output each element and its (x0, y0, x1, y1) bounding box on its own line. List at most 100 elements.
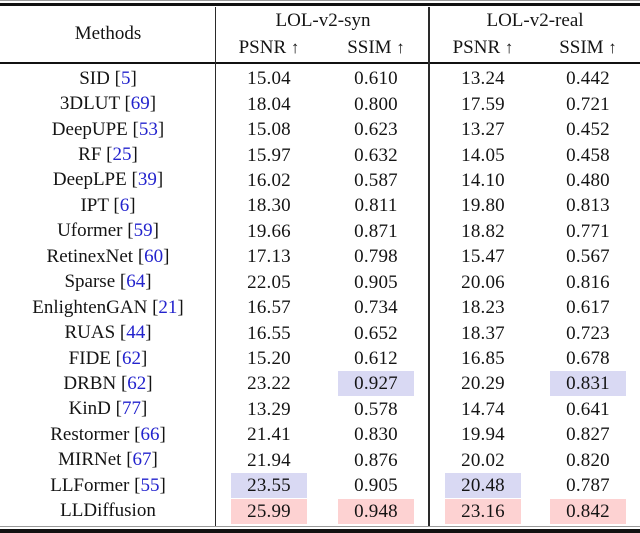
cite-close-bracket: ] (156, 169, 164, 191)
ssim-real-value: 0.641 (566, 398, 610, 420)
citation-link[interactable]: 60 (144, 245, 164, 267)
psnr-syn-cell: 15.08 (216, 117, 322, 142)
methods-column-header: Methods (74, 23, 142, 44)
cite-close-bracket: ] (159, 474, 166, 496)
ssim-real-value: 0.442 (566, 68, 610, 90)
method-name: RUAS (64, 322, 116, 344)
ssim-syn-cell: 0.800 (322, 92, 430, 117)
ssim-syn-cell: 0.798 (322, 244, 430, 269)
ssim-syn-value: 0.876 (354, 449, 398, 471)
table-row: Restormer [66] 21.41 0.830 19.94 0.827 (0, 422, 640, 447)
method-cell: DeepLPE [39] (0, 169, 216, 191)
psnr-real-cell: 20.06 (430, 270, 536, 295)
citation-link[interactable]: 21 (158, 296, 178, 318)
method-name: DeepUPE (51, 118, 128, 140)
citation-link[interactable]: 69 (130, 93, 150, 115)
ssim-real-cell: 0.723 (536, 321, 640, 346)
psnr-real-cell: 20.02 (430, 448, 536, 473)
ssim-syn-value: 0.798 (354, 246, 398, 268)
psnr-syn-value: 21.94 (247, 449, 291, 471)
ssim-real-value: 0.827 (566, 424, 610, 446)
citation-link[interactable]: 64 (126, 271, 146, 293)
ssim-real-cell: 0.831 (536, 371, 640, 397)
cite-open-bracket: [ (101, 144, 113, 166)
psnr-real-value: 14.10 (461, 169, 505, 191)
cite-open-bracket: [ (108, 194, 120, 216)
citation-link[interactable]: 67 (132, 449, 152, 471)
ssim-syn-cell: 0.587 (322, 168, 430, 193)
method-name: Sparse (64, 271, 116, 293)
psnr-syn-cell: 22.05 (216, 270, 322, 295)
citation-link[interactable]: 77 (121, 398, 141, 420)
table-row: EnlightenGAN [21] 16.57 0.734 18.23 0.617 (0, 295, 640, 320)
ssim-syn-header: SSIM ↑ (347, 37, 405, 58)
ssim-real-value: 0.480 (566, 169, 610, 191)
citation-link[interactable]: 5 (120, 67, 131, 89)
psnr-syn-value: 16.55 (247, 322, 291, 344)
method-name: 3DLUT (59, 93, 120, 115)
table-header: Methods LOL-v2-syn PSNR ↑ SSIM ↑ LOL-v2-… (0, 6, 640, 62)
ssim-real-cell: 0.641 (536, 397, 640, 422)
ssim-syn-cell: 0.905 (322, 270, 430, 295)
psnr-real-cell: 13.24 (430, 66, 536, 91)
citation-link[interactable]: 62 (121, 347, 141, 369)
citation-link[interactable]: 55 (140, 474, 160, 496)
cite-close-bracket: ] (149, 93, 157, 115)
cite-open-bracket: [ (147, 296, 159, 318)
cite-close-bracket: ] (163, 245, 170, 267)
psnr-syn-value: 15.08 (247, 119, 291, 141)
ssim-syn-cell: 0.578 (322, 397, 430, 422)
psnr-syn-cell: 15.97 (216, 143, 322, 168)
citation-link[interactable]: 53 (138, 118, 158, 140)
method-cell: EnlightenGAN [21] (0, 297, 216, 319)
psnr-real-value: 19.80 (461, 195, 505, 217)
cite-open-bracket: [ (129, 423, 141, 445)
ssim-real-value: 0.452 (566, 119, 610, 141)
ssim-real-cell: 0.458 (536, 143, 640, 168)
group-lol-v2-real: LOL-v2-real PSNR ↑ SSIM ↑ (430, 6, 640, 62)
method-cell: LLFormer [55] (0, 475, 216, 497)
ssim-syn-cell: 0.652 (322, 321, 430, 346)
table-row: KinD [77] 13.29 0.578 14.74 0.641 (0, 397, 640, 422)
ssim-syn-value: 0.905 (354, 271, 398, 293)
method-name: RetinexNet (46, 245, 134, 267)
psnr-real-cell: 18.37 (430, 321, 536, 346)
group-lol-v2-syn: LOL-v2-syn PSNR ↑ SSIM ↑ (216, 6, 430, 62)
psnr-syn-cell: 16.02 (216, 168, 322, 193)
top-rule-thick (0, 3, 640, 6)
method-cell: LLDiffusion (0, 500, 216, 522)
psnr-real-value: 18.82 (461, 220, 505, 242)
ssim-syn-value: 0.632 (354, 144, 398, 166)
citation-link[interactable]: 66 (140, 423, 160, 445)
up-arrow-icon: ↑ (290, 38, 300, 57)
citation-link[interactable]: 62 (127, 372, 147, 394)
cite-close-bracket: ] (177, 296, 184, 318)
citation-link[interactable]: 25 (112, 144, 132, 166)
header-rule (0, 62, 640, 64)
ssim-syn-value: 0.652 (354, 322, 398, 344)
psnr-syn-cell: 23.55 (216, 473, 322, 499)
psnr-syn-cell: 18.30 (216, 193, 322, 218)
method-cell: Sparse [64] (0, 271, 216, 293)
psnr-real-value: 18.23 (461, 297, 505, 319)
method-cell: MIRNet [67] (0, 449, 216, 471)
method-name: EnlightenGAN (32, 296, 148, 318)
psnr-real-cell: 14.05 (430, 143, 536, 168)
cite-open-bracket: [ (126, 169, 138, 191)
psnr-real-value: 20.06 (461, 271, 505, 293)
ssim-real-cell: 0.771 (536, 219, 640, 244)
citation-link[interactable]: 39 (137, 169, 157, 191)
cite-close-bracket: ] (145, 322, 152, 344)
ssim-syn-value-highlighted: 0.948 (338, 498, 414, 524)
psnr-real-value-highlighted: 20.48 (445, 473, 521, 499)
citation-link[interactable]: 44 (126, 322, 146, 344)
up-arrow-icon: ↑ (396, 38, 405, 57)
psnr-syn-value: 15.97 (247, 144, 291, 166)
vertical-separator-methods (215, 7, 216, 526)
citation-link[interactable]: 6 (119, 194, 130, 216)
citation-link[interactable]: 59 (133, 220, 153, 242)
up-arrow-icon: ↑ (608, 38, 617, 57)
ssim-syn-cell: 0.948 (322, 498, 430, 524)
ssim-real-cell: 0.721 (536, 92, 640, 117)
psnr-real-value-highlighted: 23.16 (445, 498, 521, 524)
